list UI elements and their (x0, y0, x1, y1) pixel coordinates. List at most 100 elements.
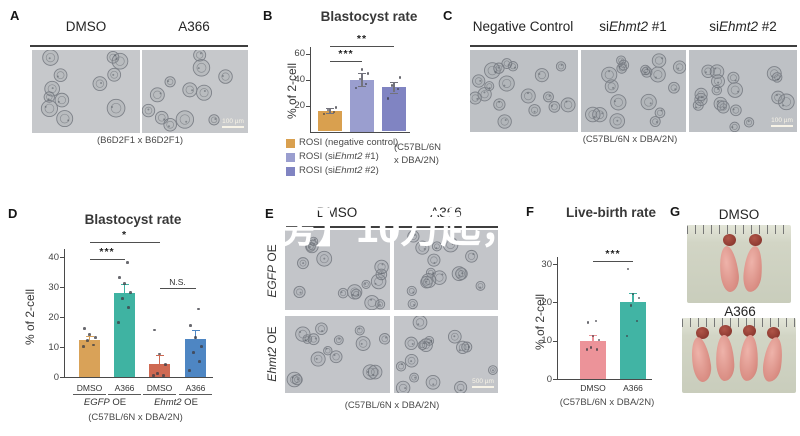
error-bar-cap (120, 284, 129, 286)
sig-line (159, 288, 196, 290)
ruler (682, 318, 796, 327)
data-point (198, 360, 201, 363)
c-hdr2-pre: si (709, 19, 719, 34)
panel-g-label: G (670, 204, 681, 219)
data-point (334, 106, 338, 109)
x-axis (310, 131, 410, 133)
legend-2-gene: Ehmt2 (334, 165, 363, 176)
error-bar-cap (120, 302, 129, 304)
error-bar-cap (326, 113, 334, 115)
panel-f-title: Live-birth rate (565, 205, 657, 220)
panel-e-row-ehmt2-oe: Ehmt2 OE (265, 304, 279, 404)
legend-swatch-siehmt2-2 (286, 167, 295, 176)
micrograph-c-siehmt2-2: 100 µm (689, 50, 797, 132)
scale-bar-c-text: 100 µm (771, 116, 793, 124)
axis-tick-label: 10 (48, 341, 59, 353)
legend-2-pre: ROSI (si (299, 165, 335, 176)
data-point (127, 306, 130, 309)
sig-label: N.S. (169, 277, 186, 287)
error-bar-cap (390, 82, 398, 84)
data-point (585, 348, 589, 351)
data-point (595, 348, 599, 351)
axis-tick (553, 264, 557, 266)
legend-0-pre: ROSI (negative control) (299, 137, 399, 148)
data-point (390, 84, 394, 87)
placenta (723, 234, 736, 246)
axis-tick (306, 79, 310, 81)
sig-label: *** (338, 48, 354, 60)
panel-f-xlabel-dmso: DMSO (580, 383, 606, 393)
panel-b-title: Blastocyst rate (320, 9, 418, 24)
data-point (629, 304, 633, 307)
pup (760, 335, 786, 384)
micrograph-e-ehmt2-a366: 500 µm (394, 316, 498, 393)
error-bar-cap (85, 335, 94, 338)
panel-e-header-a366: A366 (430, 205, 462, 220)
embryo-field (293, 236, 389, 310)
panel-a-header-rule (30, 45, 248, 47)
bar (620, 302, 646, 379)
axis-tick-label: 0 (53, 371, 59, 383)
axis-tick (306, 53, 310, 55)
panel-f-caption: (C57BL/6N x DBA/2N) (559, 397, 655, 408)
axis-tick (60, 347, 64, 349)
micrograph-e-egfp-a366 (394, 230, 498, 310)
data-point (326, 108, 330, 112)
axis-tick (306, 105, 310, 107)
data-point (586, 321, 590, 324)
data-point (386, 97, 390, 100)
panel-d-group-ehmt2-oe: Ehmt2 OE (136, 397, 216, 408)
bar (350, 79, 374, 132)
embryo-field (395, 316, 498, 393)
embryo-field (470, 58, 576, 129)
panel-b-strain-line1: (C57BL/6N (394, 142, 441, 153)
data-point (626, 267, 630, 271)
embryo-field (692, 64, 795, 132)
panel-a-caption: (B6D2F1 x B6D2F1) (96, 135, 184, 146)
data-point (589, 346, 593, 349)
c-hdr1-gene: Ehmt2 (608, 19, 648, 34)
placenta (719, 325, 732, 337)
data-point (354, 86, 358, 90)
scale-bar-e-line (472, 386, 494, 388)
panel-b-label: B (263, 8, 273, 23)
axis-tick-label: 60 (294, 48, 305, 59)
error-bar (393, 82, 395, 93)
data-point (358, 77, 362, 81)
axis-tick-label: 10 (541, 335, 552, 347)
panel-d-xlabel-a366-2: A366 (179, 383, 212, 395)
error-bar-cap (155, 372, 164, 374)
c-hdr0-pre: Negative Control (472, 19, 574, 34)
panel-d-group-egfp-oe: EGFP OE (65, 397, 145, 408)
error-bar-cap (629, 311, 637, 314)
data-point (156, 372, 159, 375)
data-point (591, 334, 595, 338)
error-bar-cap (85, 343, 94, 345)
data-point (162, 374, 165, 377)
error-bar-cap (589, 346, 597, 348)
sig-label: *** (99, 246, 115, 258)
data-point (396, 87, 400, 91)
micrograph-a-a366: 100 µm (142, 50, 248, 133)
bar (79, 339, 100, 377)
error-bar (329, 108, 331, 114)
embryo-field (585, 53, 686, 129)
data-point (635, 319, 639, 323)
c-hdr1-post: #1 (648, 19, 667, 34)
e-row1-post: OE (265, 326, 279, 347)
photo-pups-a366 (682, 318, 796, 393)
d-grp1-post: OE (181, 397, 198, 408)
panel-g-header-a366: A366 (724, 304, 756, 319)
data-point (189, 324, 192, 327)
data-point (83, 327, 86, 330)
axis-tick (553, 379, 557, 381)
data-point (158, 352, 161, 356)
axis-tick (60, 257, 64, 259)
y-axis (64, 249, 66, 377)
data-point (92, 343, 95, 347)
sig-line (330, 61, 362, 63)
x-axis (557, 379, 652, 381)
legend-swatch-siehmt2-1 (286, 153, 295, 162)
legend-label-siehmt2-1: ROSI (siEhmt2 #1) (299, 151, 379, 162)
panel-c-header-siehmt2-1: siEhmt2 #1 (573, 19, 693, 34)
